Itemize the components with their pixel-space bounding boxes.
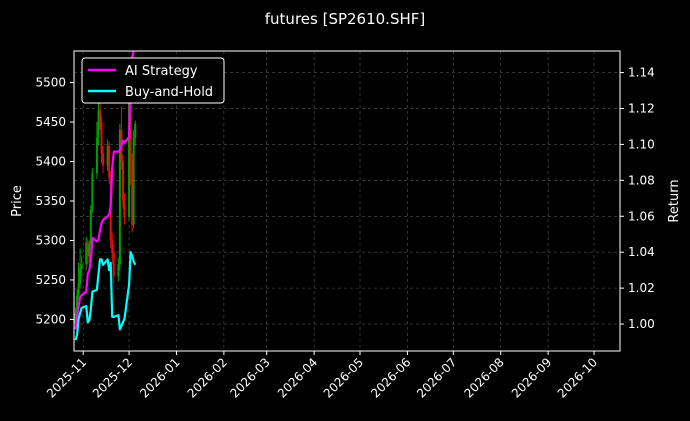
y-tick-label-right: 1.06 (628, 209, 655, 223)
series-line-ai-strategy (74, 50, 135, 330)
y-tick-label-right: 1.10 (628, 137, 655, 151)
y-tick-label-left: 5200 (35, 312, 66, 326)
legend: AI Strategy Buy-and-Hold (81, 57, 225, 104)
y-tick-label-left: 5400 (35, 155, 66, 169)
legend-box (81, 57, 225, 104)
y-axis-label-left: Price (10, 185, 25, 217)
candle-body (128, 98, 131, 217)
legend-label-ai-strategy: AI Strategy (125, 64, 198, 79)
candle-body (121, 161, 124, 201)
candle-body (76, 295, 79, 314)
candle-body (85, 242, 88, 265)
y-tick-label-right: 1.14 (628, 66, 655, 80)
candle-body (95, 137, 98, 174)
candle-body (79, 268, 82, 284)
candle-body (80, 264, 83, 269)
candle-body (88, 244, 91, 257)
candle-body (86, 242, 89, 257)
legend-label-buy-and-hold: Buy-and-Hold (125, 85, 213, 100)
series-line-buy-and-hold (74, 251, 137, 341)
y-tick-label-right: 1.00 (628, 317, 655, 331)
candle-body (131, 161, 134, 225)
candle-body (112, 252, 115, 276)
candle-body (111, 240, 114, 253)
y-tick-label-left: 5450 (35, 115, 66, 129)
candle-body (99, 110, 101, 123)
candle-body (134, 123, 137, 138)
series-lines (74, 50, 137, 341)
candle-body (74, 313, 77, 324)
y-axis-right: 1.00 1.02 1.04 1.06 1.08 1.10 1.12 1.14 (620, 66, 655, 331)
candle-body (132, 137, 135, 225)
candle-body (77, 283, 80, 296)
y-axis-left: 5200 5250 5300 5350 5400 5450 5500 (35, 76, 74, 326)
candle-body (91, 173, 94, 209)
candle-body (97, 110, 100, 138)
chart-title: futures [SP2610.SHF] (265, 10, 425, 28)
y-axis-label-right: Return (667, 179, 682, 222)
y-tick-label-left: 5300 (35, 233, 66, 247)
y-tick-label-left: 5500 (35, 76, 66, 90)
candle-body (102, 153, 105, 166)
candle-body (129, 98, 132, 162)
candle-body (89, 208, 92, 245)
candle-body (118, 129, 121, 265)
y-tick-label-right: 1.08 (628, 173, 655, 187)
y-tick-label-right: 1.12 (628, 101, 655, 115)
candle-body (106, 145, 109, 166)
y-tick-label-right: 1.02 (628, 281, 655, 295)
y-tick-label-left: 5250 (35, 273, 66, 287)
y-tick-label-right: 1.04 (628, 245, 655, 259)
candle-body (108, 145, 111, 178)
candle-body (123, 201, 126, 217)
y-tick-label-left: 5350 (35, 194, 66, 208)
candle-body (100, 122, 103, 154)
candle-body (117, 264, 120, 276)
